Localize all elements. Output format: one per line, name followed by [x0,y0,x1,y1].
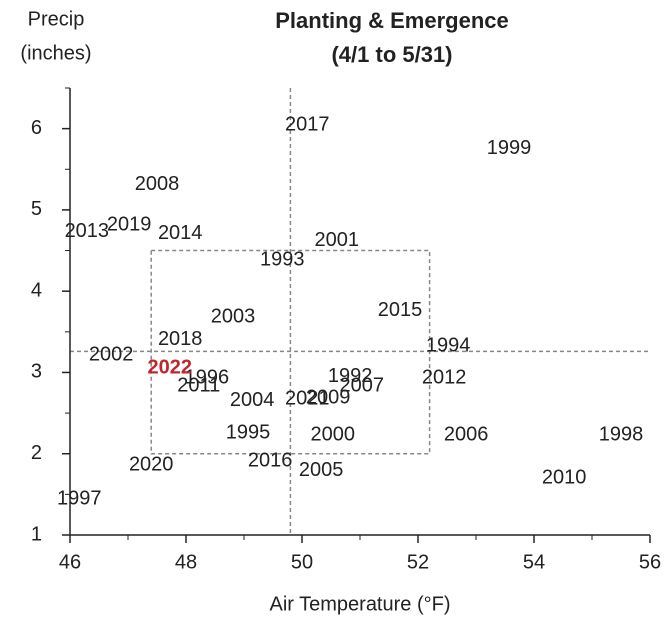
point-label: 2001 [315,229,360,251]
point-label: 2007 [339,375,384,397]
point-label: 2003 [211,305,256,327]
point-label: 1993 [260,249,305,271]
point-label: 2018 [158,328,203,350]
y-tick-label: 2 [31,442,42,464]
point-label: 2010 [542,466,587,488]
x-tick-label: 46 [59,551,81,573]
y-axis-label: (inches) [20,42,91,64]
point-label: 2006 [444,423,489,445]
point-label: 2016 [248,449,293,471]
point-label: 1998 [599,423,644,445]
point-label: 2014 [158,222,203,244]
y-tick-label: 5 [31,198,42,220]
x-tick-label: 48 [175,551,197,573]
point-label: 2020 [129,453,174,475]
x-tick-label: 52 [407,551,429,573]
point-label: 2022 [148,357,193,379]
y-tick-label: 4 [31,279,42,301]
point-label: 2002 [89,344,134,366]
point-label: 2013 [65,220,110,242]
point-label: 1992 [328,365,373,387]
chart-title: (4/1 to 5/31) [331,42,452,67]
point-label: 2009 [306,387,351,409]
point-label: 1995 [226,422,271,444]
point-label: 1996 [185,366,230,388]
y-axis-label: Precip [28,8,85,30]
x-tick-label: 54 [523,551,545,573]
point-label: 2021 [285,388,330,410]
point-label: 2019 [107,214,152,236]
point-label: 1999 [487,137,532,159]
point-label: 2011 [177,375,220,397]
point-label: 2004 [230,389,275,411]
point-label: 2015 [378,299,423,321]
point-label: 2000 [310,423,355,445]
reference-box [150,249,431,455]
point-label: 2008 [135,173,180,195]
y-tick-label: 1 [31,523,42,545]
x-tick-label: 56 [639,551,661,573]
y-tick-label: 3 [31,361,42,383]
point-label: 1997 [57,488,102,510]
x-tick-label: 50 [291,551,313,573]
point-label: 2017 [285,114,330,136]
chart-title: Planting & Emergence [275,8,509,33]
x-axis-label: Air Temperature (°F) [269,593,450,615]
point-label: 2005 [299,459,344,481]
point-label: 2012 [422,366,467,388]
y-tick-label: 6 [31,117,42,139]
point-label: 1994 [426,335,471,357]
